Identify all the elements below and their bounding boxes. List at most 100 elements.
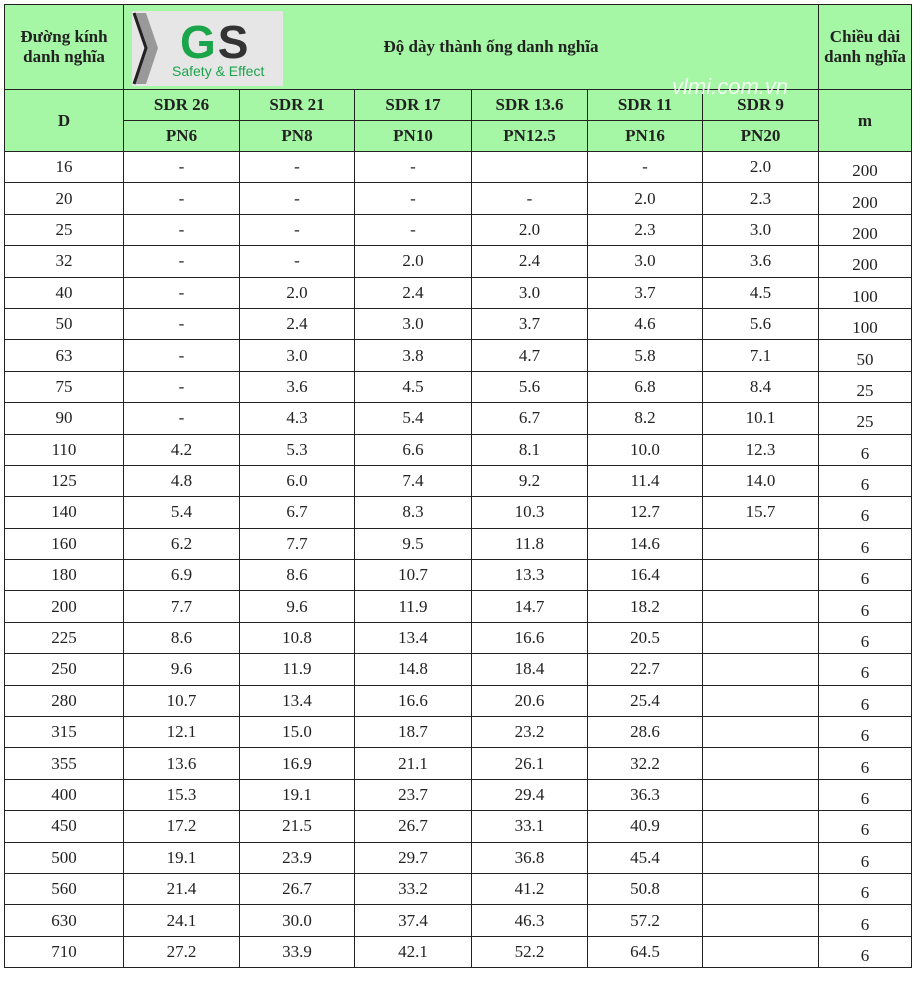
table-row: 160 6.2 7.7 9.5 11.8 14.6 6 — [4, 527, 912, 561]
cell-length: 25 — [818, 402, 912, 435]
cell-thickness: - — [239, 245, 355, 278]
cell-thickness: - — [239, 182, 355, 215]
cell-thickness: 7.4 — [354, 464, 472, 498]
cell-thickness: 29.7 — [354, 841, 472, 874]
cell-length: 200 — [818, 245, 912, 278]
cell-diameter: 710 — [4, 935, 124, 969]
cell-thickness: 36.3 — [587, 778, 703, 812]
cell-length: 6 — [818, 653, 912, 686]
table-row: 400 15.3 19.1 23.7 29.4 36.3 6 — [4, 778, 912, 812]
cell-diameter: 25 — [4, 213, 124, 247]
cell-thickness: 32.2 — [587, 747, 703, 780]
cell-thickness — [702, 841, 819, 874]
header-d: D — [4, 89, 124, 152]
cell-thickness: 3.6 — [239, 370, 355, 404]
cell-thickness: 9.2 — [471, 464, 588, 498]
table-row: 200 7.7 9.6 11.9 14.7 18.2 6 — [4, 590, 912, 623]
cell-thickness: 3.6 — [702, 245, 819, 278]
table-row: 225 8.6 10.8 13.4 16.6 20.5 6 — [4, 621, 912, 655]
cell-thickness: - — [123, 402, 240, 435]
cell-thickness: 2.3 — [587, 213, 703, 247]
cell-thickness: 15.3 — [123, 778, 240, 812]
cell-thickness: 4.2 — [123, 433, 240, 466]
cell-diameter: 110 — [4, 433, 124, 466]
cell-thickness: 14.8 — [354, 653, 472, 686]
cell-thickness: 30.0 — [239, 904, 355, 937]
cell-thickness: 2.0 — [702, 150, 819, 184]
header-diameter: Đường kính danh nghĩa — [4, 4, 124, 90]
cell-thickness: 9.6 — [239, 590, 355, 623]
cell-thickness: 6.7 — [471, 402, 588, 435]
cell-thickness: 2.0 — [354, 245, 472, 278]
cell-thickness: 3.0 — [354, 307, 472, 341]
cell-thickness: 5.6 — [702, 307, 819, 341]
cell-length: 200 — [818, 182, 912, 215]
header-pn: PN12.5 — [471, 120, 588, 152]
table-row: 500 19.1 23.9 29.7 36.8 45.4 6 — [4, 841, 912, 874]
cell-length: 200 — [818, 213, 912, 247]
cell-thickness: 10.7 — [354, 559, 472, 592]
cell-thickness: 21.5 — [239, 810, 355, 843]
cell-thickness: 16.6 — [354, 684, 472, 718]
cell-length: 6 — [818, 590, 912, 623]
cell-thickness: 4.7 — [471, 339, 588, 372]
table-row: 16- - - -2.0 200 — [4, 150, 912, 184]
cell-thickness: 15.7 — [702, 496, 819, 529]
cell-thickness: 6.7 — [239, 496, 355, 529]
cell-thickness: 13.6 — [123, 747, 240, 780]
cell-length: 6 — [818, 747, 912, 780]
cell-diameter: 500 — [4, 841, 124, 874]
header-pn: PN6 — [123, 120, 240, 152]
cell-diameter: 20 — [4, 182, 124, 215]
cell-thickness: 23.2 — [471, 716, 588, 749]
cell-thickness — [471, 150, 588, 184]
table-row: 140 5.4 6.7 8.3 10.3 12.7 15.7 6 — [4, 496, 912, 529]
cell-length: 6 — [818, 935, 912, 969]
cell-thickness — [702, 527, 819, 561]
cell-length: 6 — [818, 464, 912, 498]
table-row: 560 21.4 26.7 33.2 41.2 50.8 6 — [4, 872, 912, 906]
cell-thickness: 2.4 — [354, 276, 472, 309]
cell-length: 6 — [818, 433, 912, 466]
cell-length: 6 — [818, 496, 912, 529]
cell-thickness: - — [587, 150, 703, 184]
header-length: Chiều dài danh nghĩa — [818, 4, 912, 90]
cell-thickness: 4.5 — [702, 276, 819, 309]
cell-diameter: 200 — [4, 590, 124, 623]
cell-length: 6 — [818, 559, 912, 592]
header-sdr: SDR 26 — [123, 89, 240, 121]
cell-thickness: 12.1 — [123, 716, 240, 749]
cell-thickness: 13.4 — [354, 621, 472, 655]
cell-thickness: 18.2 — [587, 590, 703, 623]
cell-thickness: 36.8 — [471, 841, 588, 874]
cell-thickness: 10.1 — [702, 402, 819, 435]
cell-diameter: 450 — [4, 810, 124, 843]
logo-s: S — [217, 16, 251, 68]
cell-thickness: 2.0 — [471, 213, 588, 247]
cell-thickness: 2.4 — [471, 245, 588, 278]
table-row: 50-2.4 3.0 3.7 4.6 5.6 100 — [4, 307, 912, 341]
header-m: m — [818, 89, 912, 152]
cell-thickness: 26.7 — [354, 810, 472, 843]
cell-thickness: 6.6 — [354, 433, 472, 466]
cell-thickness: 41.2 — [471, 872, 588, 906]
cell-thickness: 3.0 — [587, 245, 703, 278]
table-row: 450 17.2 21.5 26.7 33.1 40.9 6 — [4, 810, 912, 843]
watermark: vlmi.com.vn — [672, 74, 789, 99]
table-row: 250 9.6 11.9 14.8 18.4 22.7 6 — [4, 653, 912, 686]
cell-thickness: 14.6 — [587, 527, 703, 561]
cell-thickness — [702, 653, 819, 686]
cell-thickness: 40.9 — [587, 810, 703, 843]
cell-diameter: 140 — [4, 496, 124, 529]
cell-thickness: 18.4 — [471, 653, 588, 686]
cell-thickness: - — [123, 150, 240, 184]
cell-thickness: 10.7 — [123, 684, 240, 718]
cell-diameter: 75 — [4, 370, 124, 404]
table-row: 315 12.1 15.0 18.7 23.2 28.6 6 — [4, 716, 912, 749]
cell-thickness: 6.0 — [239, 464, 355, 498]
table-row: 40-2.0 2.4 3.0 3.7 4.5 100 — [4, 276, 912, 309]
cell-thickness: 19.1 — [239, 778, 355, 812]
cell-length: 200 — [818, 150, 912, 184]
cell-thickness: 8.6 — [123, 621, 240, 655]
cell-thickness: 10.3 — [471, 496, 588, 529]
